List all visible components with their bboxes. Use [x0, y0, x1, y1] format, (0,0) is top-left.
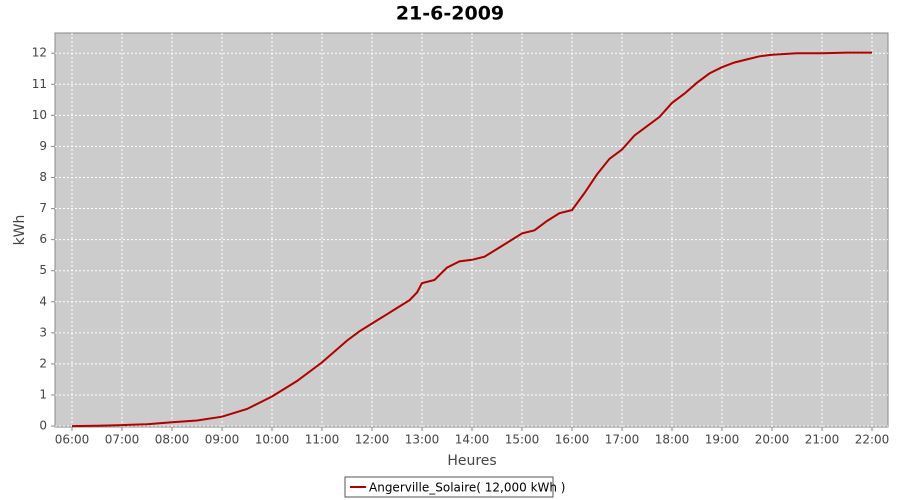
x-tick-label: 21:00 — [805, 433, 840, 447]
y-axis-label: kWh — [12, 215, 28, 246]
x-tick-label: 06:00 — [55, 433, 90, 447]
y-tick-label: 12 — [32, 46, 47, 60]
y-tick-label: 7 — [39, 201, 47, 215]
legend-label: Angerville_Solaire( 12,000 kWh ) — [369, 481, 565, 495]
x-tick-label: 17:00 — [605, 433, 640, 447]
y-tick-label: 10 — [32, 108, 47, 122]
x-tick-label: 15:00 — [505, 433, 540, 447]
x-tick-label: 16:00 — [555, 433, 590, 447]
y-tick-label: 8 — [39, 170, 47, 184]
x-tick-label: 08:00 — [155, 433, 190, 447]
y-tick-label: 6 — [39, 232, 47, 246]
y-tick-label: 3 — [39, 325, 47, 339]
x-tick-label: 19:00 — [705, 433, 740, 447]
x-tick-label: 18:00 — [655, 433, 690, 447]
y-tick-label: 2 — [39, 356, 47, 370]
x-tick-label: 20:00 — [755, 433, 790, 447]
x-tick-label: 11:00 — [305, 433, 340, 447]
y-tick-label: 11 — [32, 77, 47, 91]
chart-title: 21-6-2009 — [396, 3, 504, 25]
x-tick-label: 14:00 — [455, 433, 490, 447]
x-tick-label: 10:00 — [255, 433, 290, 447]
x-tick-label: 13:00 — [405, 433, 440, 447]
y-tick-label: 0 — [39, 419, 47, 433]
x-tick-label: 22:00 — [855, 433, 890, 447]
series-line — [71, 51, 872, 428]
x-axis-label: Heures — [447, 453, 496, 469]
y-tick-label: 5 — [39, 263, 47, 277]
x-tick-label: 09:00 — [205, 433, 240, 447]
y-tick-label: 1 — [39, 387, 47, 401]
x-tick-label: 12:00 — [355, 433, 390, 447]
legend-box — [344, 476, 554, 498]
x-tick-label: 07:00 — [105, 433, 140, 447]
y-tick-label: 4 — [39, 294, 47, 308]
y-tick-label: 9 — [39, 139, 47, 153]
